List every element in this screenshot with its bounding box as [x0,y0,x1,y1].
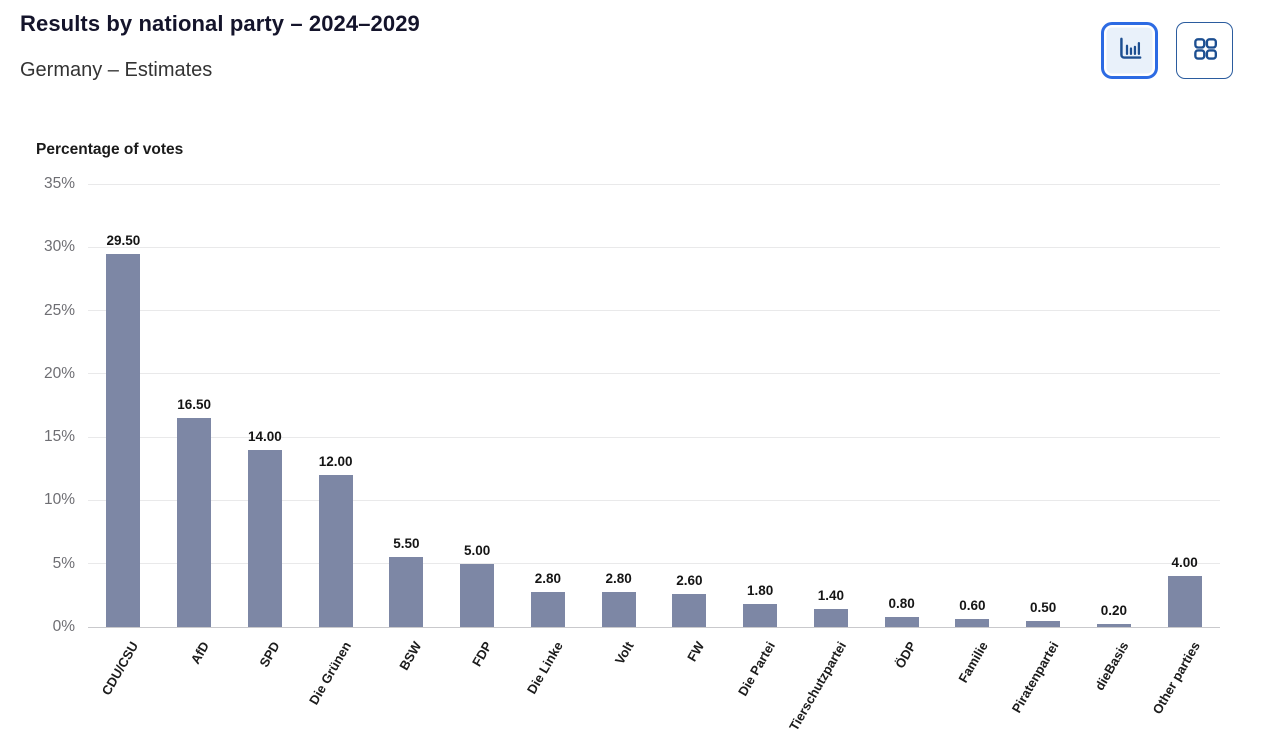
bar-value-label: 0.20 [1100,603,1128,619]
bar[interactable] [106,253,141,627]
bar[interactable] [672,594,707,627]
bar-value-label: 4.00 [1171,555,1198,571]
x-axis-label: Tierschutzpartei [785,639,849,734]
x-axis-label: AfD [187,639,213,667]
y-axis-tick-label: 30% [43,238,75,256]
chart-axis-title: Percentage of votes [36,141,184,158]
bar[interactable] [955,619,990,627]
x-axis-label: Die Partei [735,639,779,699]
bar-value-label: 5.50 [393,536,420,552]
x-axis-label: Familie [954,639,991,686]
y-axis-tick-label: 35% [43,175,75,192]
y-axis-tick-label: 15% [43,428,75,446]
x-axis-label: ÖDP [892,639,920,671]
x-axis-label: FW [684,639,708,665]
gridline [88,183,1220,185]
bar-value-label: 16.50 [177,397,212,413]
x-axis-label: Die Grünen [305,639,354,708]
page-title: Results by national party – 2024–2029 [20,11,420,36]
x-axis-line [88,626,1220,628]
bar-value-label: 1.40 [817,588,845,604]
bar[interactable] [601,591,636,627]
bar-value-label: 1.80 [746,583,774,599]
bar[interactable] [813,609,848,627]
bar[interactable] [318,475,353,627]
x-axis-label: FDP [469,639,496,670]
bar[interactable] [884,616,919,627]
bar-value-label: 0.60 [959,598,986,614]
x-axis-label: CDU/CSU [98,639,142,698]
bar-value-label: 2.80 [605,570,632,586]
bar[interactable] [743,604,778,627]
x-axis-label: Volt [611,639,637,667]
gridline [88,499,1220,501]
x-axis-label: SPD [256,639,283,670]
bar-value-label: 12.00 [318,454,353,470]
bar-chart-icon [1115,34,1145,67]
x-axis-label: Other parties [1149,639,1203,717]
x-axis-label: Die Linke [523,639,566,697]
bar-value-label: 29.50 [106,232,141,248]
y-axis-tick-label: 0% [52,618,75,635]
bar-value-label: 2.60 [676,573,703,589]
bar[interactable] [530,591,565,627]
bar[interactable] [177,418,212,627]
y-axis-tick-label: 25% [43,301,75,319]
x-axis-label: Piratenpartei [1008,639,1062,716]
gridline [88,310,1220,312]
bar[interactable] [247,449,282,627]
bar-value-label: 0.80 [888,595,915,611]
grid-view-button[interactable] [1176,22,1233,79]
bar[interactable] [1026,620,1061,627]
x-axis-label: BSW [396,639,425,673]
y-axis-tick-label: 10% [43,491,75,509]
gridline [88,373,1220,375]
bar-value-label: 2.80 [534,570,562,586]
y-axis-tick-label: 20% [43,364,75,382]
bar[interactable] [1096,624,1131,627]
gridline [88,563,1220,565]
gridline [88,246,1220,248]
y-axis-tick-label: 5% [52,554,75,572]
bar-value-label: 14.00 [247,428,282,444]
bar-value-label: 0.50 [1029,599,1057,615]
view-toggle [1101,22,1233,79]
grid-icon [1190,34,1220,67]
bar[interactable] [460,563,495,627]
bar-chart-view-button[interactable] [1101,22,1158,79]
plot-area: 0% 5% 10% 15% 20% 25% 30% 35% 29.50 CDU/CSU 16.50 A… [44,175,1220,733]
page-subtitle: Germany – Estimates [20,59,213,81]
bar[interactable] [1167,576,1202,627]
bar[interactable] [389,557,424,627]
x-axis-label: dieBasis [1092,639,1132,693]
gridline [88,436,1220,438]
bar-value-label: 5.00 [463,542,491,558]
